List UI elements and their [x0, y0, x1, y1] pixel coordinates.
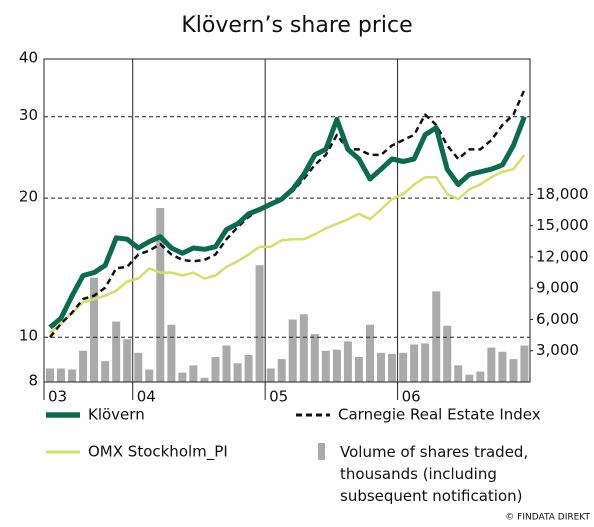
series-line — [49, 89, 526, 338]
volume-bar — [167, 324, 176, 382]
volume-bar — [509, 359, 518, 382]
volume-bar — [266, 368, 275, 382]
volume-bar — [156, 207, 165, 382]
volume-bar — [112, 321, 121, 382]
volume-bar — [211, 356, 220, 382]
volume-bar — [465, 374, 474, 382]
volume-bar — [421, 343, 430, 382]
volume-bar — [68, 369, 77, 382]
volume-bar — [56, 368, 65, 382]
y2-tick-label: 15,000 — [536, 216, 589, 234]
legend-label: Volume of shares traded, thousands (incl… — [340, 443, 529, 505]
volume-bar — [90, 277, 99, 382]
y-tick-label: 10 — [19, 327, 38, 345]
y-tick-label: 20 — [19, 188, 38, 206]
volume-bar — [377, 352, 386, 382]
volume-bar — [288, 319, 297, 382]
volume-bar — [454, 365, 463, 382]
y-tick-label: 8 — [28, 372, 38, 390]
volume-bar — [299, 314, 308, 382]
volume-bar — [487, 347, 496, 382]
volume-bar — [277, 359, 286, 382]
plot-frame — [43, 58, 531, 383]
volume-bar — [310, 334, 319, 382]
chart-title: Klövern’s share price — [181, 13, 412, 38]
x-tick-label: 06 — [402, 388, 421, 406]
volume-bar — [222, 345, 231, 382]
y2-tick-label: 3,000 — [536, 341, 579, 359]
volume-bar — [200, 377, 209, 382]
x-tick-label: 05 — [269, 388, 288, 406]
source: © FINDATA DIREKT — [505, 513, 590, 523]
series-line — [49, 154, 526, 335]
volume-bar — [178, 372, 187, 382]
volume-bar — [123, 339, 132, 382]
volume-bar — [233, 363, 242, 382]
volume-bar — [443, 325, 452, 382]
y2-tick-label: 9,000 — [536, 279, 579, 297]
series-line — [48, 115, 527, 330]
volume-bar — [332, 349, 341, 382]
y2-tick-label: 12,000 — [536, 247, 589, 265]
volume-bar — [321, 350, 330, 382]
volume-bar — [399, 352, 408, 382]
legend-swatch — [318, 443, 325, 460]
y-tick-label: 40 — [19, 49, 38, 67]
x-tick-label: 03 — [48, 388, 67, 406]
legend-label: Klövern — [88, 406, 145, 424]
y2-tick-label: 18,000 — [536, 185, 589, 203]
volume-bar — [45, 368, 54, 382]
volume-bar — [134, 352, 143, 382]
volume-bar — [432, 291, 441, 382]
volume-bar — [244, 354, 253, 382]
volume-bar — [476, 371, 485, 382]
volume-bar — [255, 265, 264, 382]
volume-bar — [498, 351, 507, 382]
volume-bar — [343, 341, 352, 382]
legend-label: Carnegie Real Estate Index — [338, 406, 541, 424]
legend-label: OMX Stockholm_PI — [88, 443, 228, 462]
volume-bar — [354, 356, 363, 382]
volume-bar — [520, 345, 529, 382]
volume-bar — [145, 369, 154, 382]
volume-bar — [388, 353, 397, 382]
y-tick-label: 30 — [19, 106, 38, 124]
volume-bar — [366, 324, 375, 382]
volume-bar — [410, 344, 419, 382]
volume-bar — [101, 361, 110, 382]
volume-bar — [79, 350, 88, 382]
volume-bar — [189, 365, 198, 382]
x-tick-label: 04 — [137, 388, 156, 406]
y2-tick-label: 6,000 — [536, 310, 579, 328]
